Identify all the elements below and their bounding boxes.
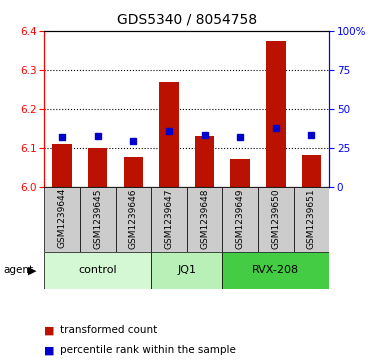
Bar: [223, 252, 329, 289]
Text: GSM1239650: GSM1239650: [271, 188, 280, 249]
Bar: [88, 148, 107, 187]
Text: RVX-208: RVX-208: [252, 265, 299, 276]
Text: GSM1239648: GSM1239648: [200, 188, 209, 249]
Text: GSM1239645: GSM1239645: [93, 188, 102, 249]
Text: GDS5340 / 8054758: GDS5340 / 8054758: [117, 13, 257, 27]
Bar: [301, 155, 321, 187]
Bar: [151, 252, 223, 289]
Text: agent: agent: [4, 265, 34, 276]
Text: ■: ■: [44, 345, 55, 355]
Bar: [230, 159, 250, 187]
Text: control: control: [79, 265, 117, 276]
Text: percentile rank within the sample: percentile rank within the sample: [60, 345, 236, 355]
Text: ■: ■: [44, 325, 55, 335]
Bar: [223, 187, 258, 252]
Bar: [293, 187, 329, 252]
Bar: [52, 144, 72, 187]
Text: GSM1239651: GSM1239651: [307, 188, 316, 249]
Bar: [195, 136, 214, 187]
Bar: [151, 187, 187, 252]
Text: GSM1239644: GSM1239644: [58, 188, 67, 249]
Bar: [80, 187, 116, 252]
Bar: [124, 156, 143, 187]
Text: GSM1239646: GSM1239646: [129, 188, 138, 249]
Text: GSM1239647: GSM1239647: [164, 188, 173, 249]
Text: transformed count: transformed count: [60, 325, 157, 335]
Bar: [44, 252, 151, 289]
Text: ▶: ▶: [28, 265, 36, 276]
Text: JQ1: JQ1: [177, 265, 196, 276]
Bar: [116, 187, 151, 252]
Text: GSM1239649: GSM1239649: [236, 188, 244, 249]
Bar: [187, 187, 223, 252]
Bar: [159, 82, 179, 187]
Bar: [258, 187, 294, 252]
Bar: [266, 41, 286, 187]
Bar: [44, 187, 80, 252]
